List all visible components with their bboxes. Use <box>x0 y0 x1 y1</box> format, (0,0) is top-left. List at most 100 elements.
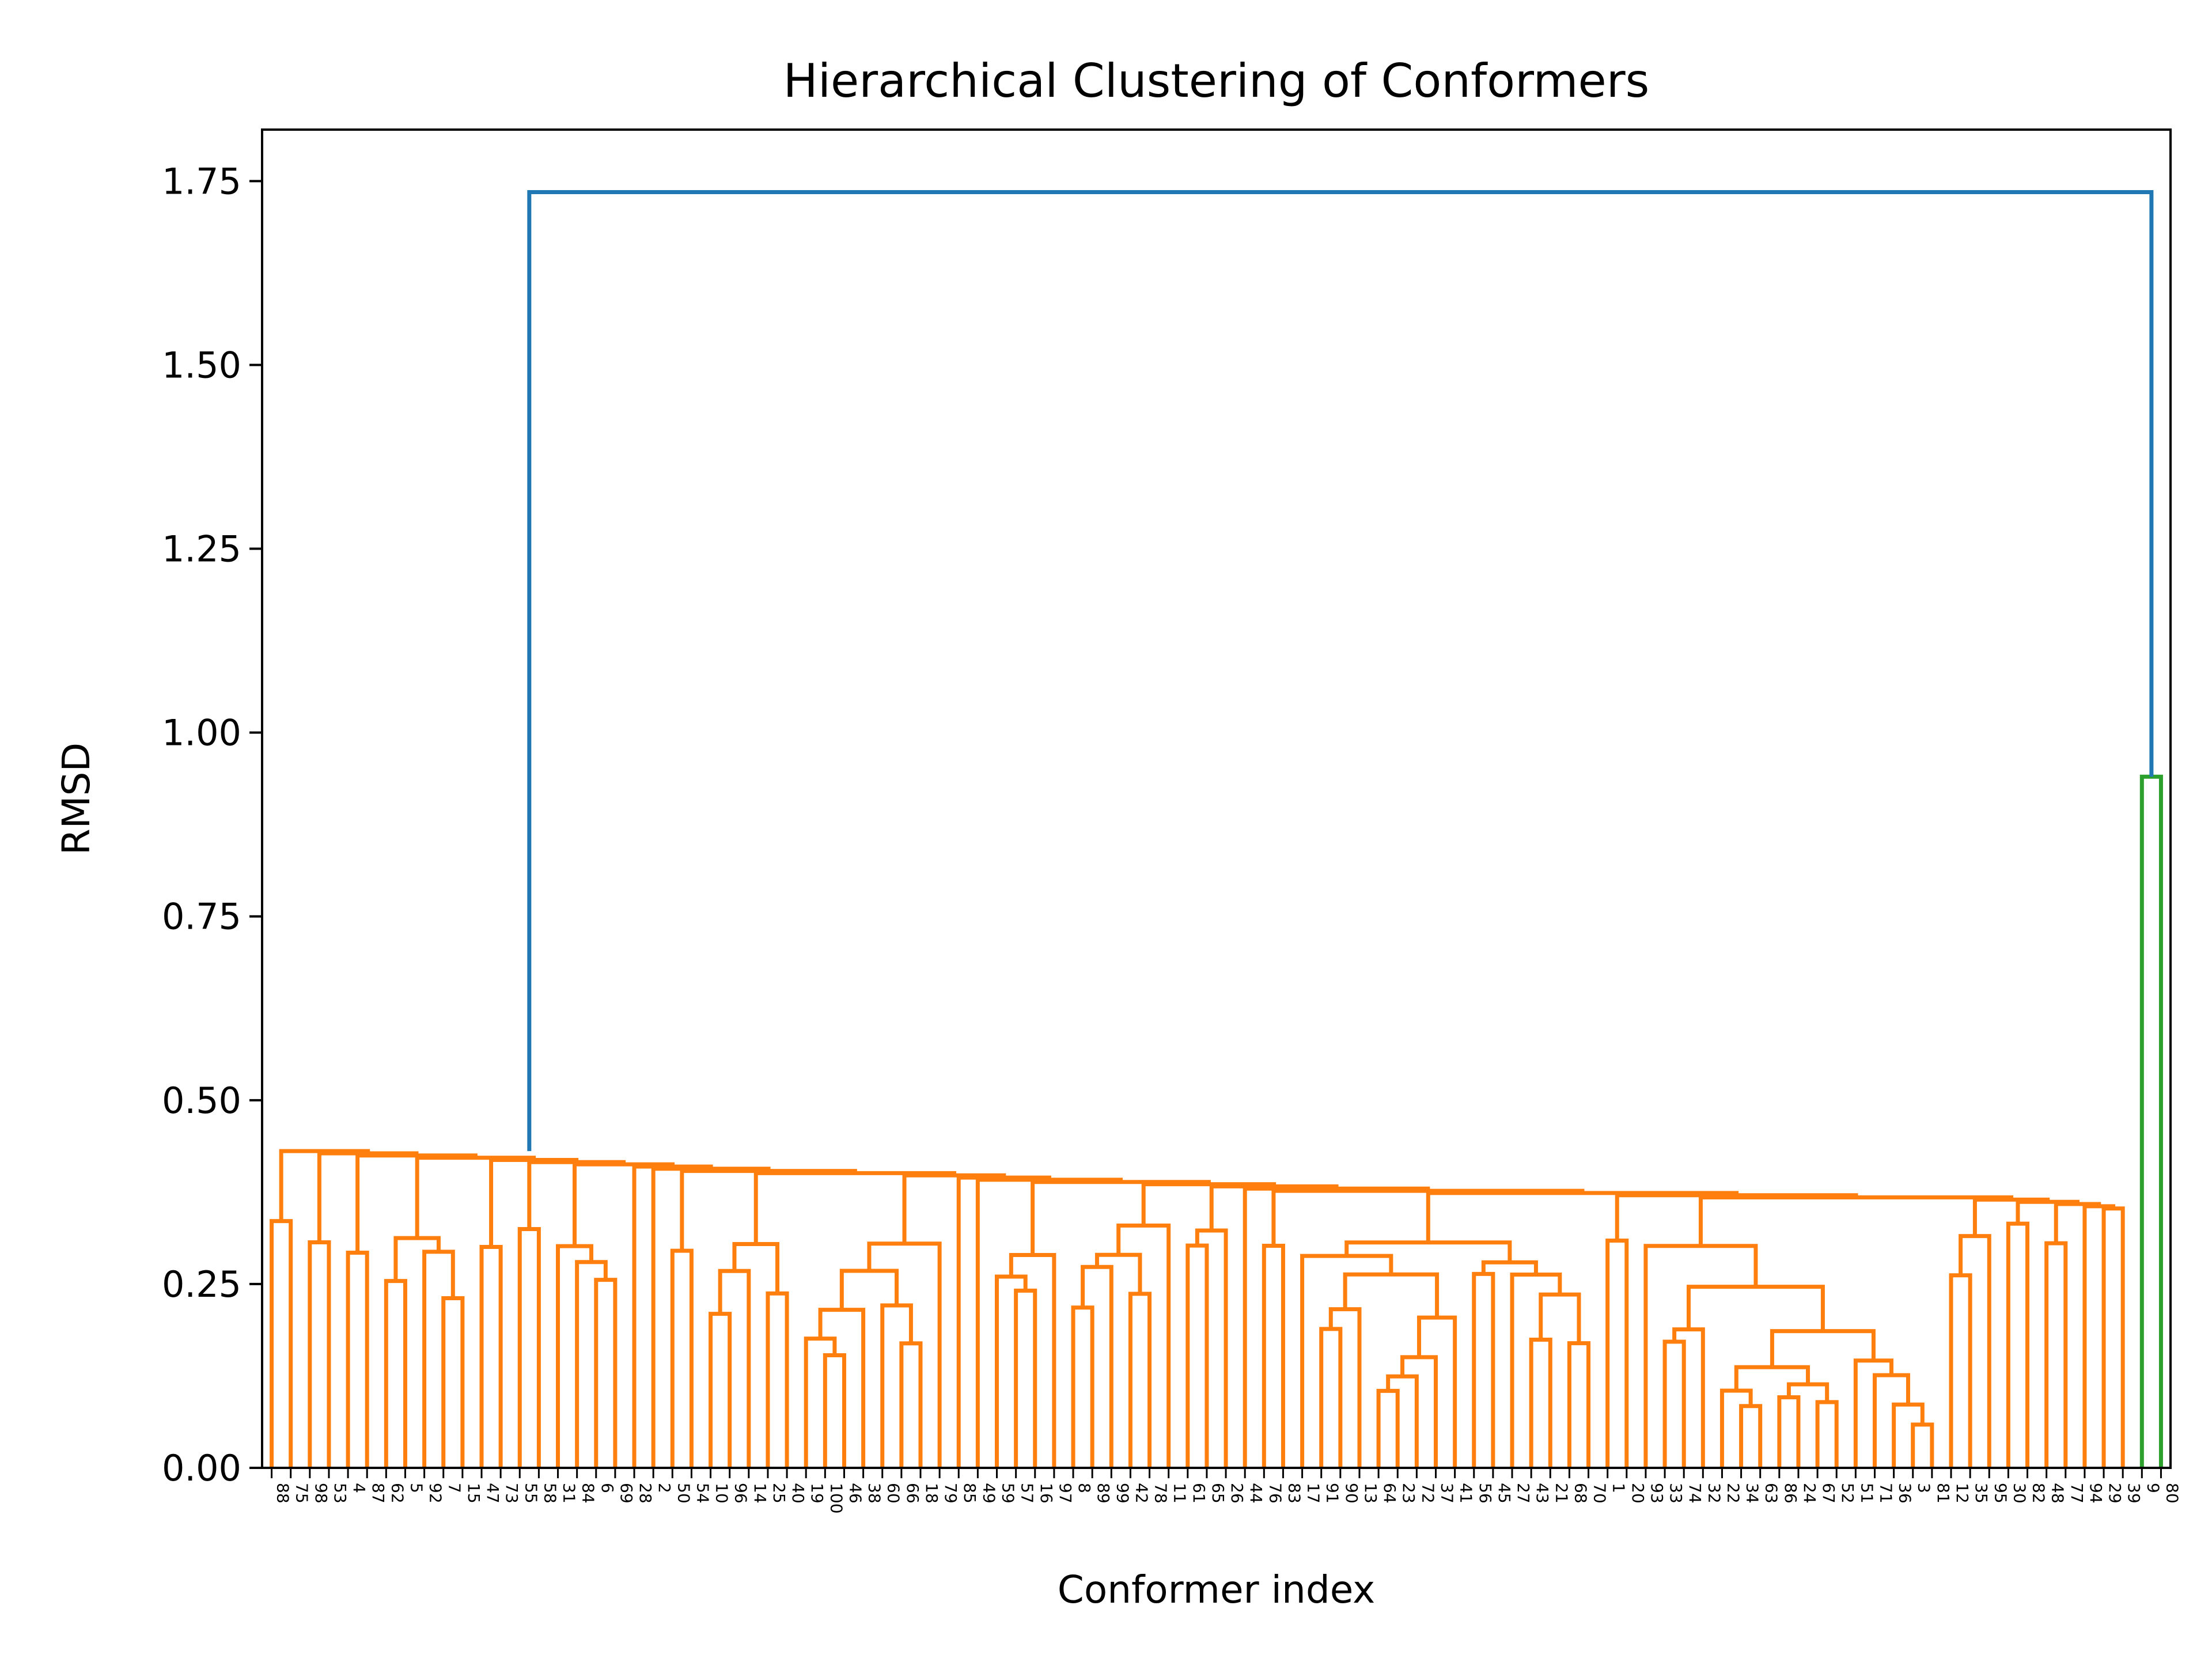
x-tick-label: 25 <box>770 1483 789 1504</box>
y-tick-label: 1.25 <box>162 528 241 570</box>
x-tick-label: 38 <box>865 1483 884 1504</box>
dendrogram-link <box>1472 1271 1495 1468</box>
x-tick-label: 58 <box>540 1483 559 1504</box>
dendrogram-link <box>880 1303 913 1468</box>
x-tick-label: 64 <box>1380 1483 1399 1504</box>
dendrogram-link <box>384 1279 407 1468</box>
x-tick-label: 85 <box>960 1483 979 1504</box>
x-tick-label: 77 <box>2067 1483 2086 1504</box>
dendrogram-link <box>1672 1327 1705 1468</box>
dendrogram-link <box>2016 1199 2080 1224</box>
x-tick-label: 87 <box>369 1483 388 1504</box>
x-tick-label: 10 <box>713 1483 732 1504</box>
x-tick-label: 15 <box>464 1483 483 1504</box>
x-tick-label: 70 <box>1590 1483 1609 1504</box>
dendrogram-link <box>1128 1292 1152 1468</box>
x-tick-label: 13 <box>1361 1483 1380 1504</box>
x-tick-label: 88 <box>274 1483 293 1504</box>
chart-title: Hierarchical Clustering of Conformers <box>783 54 1650 108</box>
y-tick-label: 1.50 <box>162 344 241 386</box>
x-tick-label: 73 <box>502 1483 521 1504</box>
x-tick-label: 27 <box>1514 1483 1533 1504</box>
dendrogram-link <box>1185 1243 1209 1468</box>
x-tick-label: 49 <box>979 1483 998 1504</box>
x-tick-label: 90 <box>1342 1483 1361 1504</box>
x-tick-label: 36 <box>1896 1483 1915 1504</box>
dendrogram-link <box>1719 1388 1753 1468</box>
x-tick-label: 84 <box>579 1483 598 1504</box>
x-tick-label: 37 <box>1437 1483 1456 1504</box>
x-tick-label: 89 <box>1094 1483 1113 1504</box>
dendrogram-link <box>1328 1307 1362 1468</box>
dendrogram-link <box>1426 1191 1739 1243</box>
dendrogram-link <box>1116 1223 1171 1468</box>
y-tick-label: 0.00 <box>162 1447 241 1489</box>
dendrogram-link <box>527 190 2154 1152</box>
dendrogram-link <box>517 1226 541 1468</box>
dendrogram-link <box>279 1149 370 1221</box>
x-tick-label: 61 <box>1190 1483 1209 1504</box>
dendrogram-link <box>1567 1341 1591 1468</box>
dendrogram-link <box>839 1269 899 1310</box>
dendrogram-link <box>1734 1365 1810 1391</box>
x-tick-label: 82 <box>2029 1483 2048 1504</box>
dendrogram-link <box>1643 1244 1758 1468</box>
dendrogram-link <box>732 1242 780 1294</box>
dendrogram-link <box>573 1162 675 1247</box>
x-tick-label: 21 <box>1552 1483 1571 1504</box>
x-tick-label: 96 <box>732 1483 751 1504</box>
dendrogram-link <box>1815 1400 1839 1468</box>
x-tick-label: 86 <box>1781 1483 1800 1504</box>
x-tick-label: 67 <box>1819 1483 1838 1504</box>
dendrogram-link <box>956 1175 1051 1468</box>
dendrogram-link <box>1892 1402 1925 1468</box>
dendrogram-link <box>2082 1204 2116 1468</box>
dendrogram-link <box>1031 1180 1211 1255</box>
y-axis: 0.00 0.25 0.50 0.75 1.00 1.25 1.50 1.75 <box>162 160 262 1489</box>
x-tick-label: 31 <box>560 1483 579 1504</box>
dendrogram-link <box>422 1250 455 1468</box>
dendrogram-link <box>1344 1240 1512 1263</box>
dendrogram-link <box>975 1178 1123 1468</box>
x-tick-label: 50 <box>674 1483 693 1504</box>
dendrogram-link <box>1777 1395 1801 1468</box>
x-tick-label: 79 <box>941 1483 960 1504</box>
x-tick-label: 95 <box>1991 1483 2010 1504</box>
x-tick-label: 48 <box>2048 1483 2067 1504</box>
dendrogram-link <box>479 1245 503 1468</box>
dendrogram-link <box>867 1241 942 1468</box>
dendrogram-link <box>270 1219 293 1468</box>
x-tick-label: 55 <box>521 1483 540 1504</box>
dendrogram-link <box>1786 1382 1830 1402</box>
x-tick-label: 92 <box>426 1483 445 1504</box>
dendrogram-link <box>556 1244 593 1468</box>
dendrogram-links <box>270 190 2163 1468</box>
dendrogram-link <box>1972 1197 2050 1236</box>
x-tick-label: 19 <box>808 1483 827 1504</box>
x-tick-label: 97 <box>1056 1483 1075 1504</box>
dendrogram-link <box>2054 1202 2101 1244</box>
x-tick-label: 57 <box>1018 1483 1037 1504</box>
x-tick-label: 80 <box>2162 1483 2181 1504</box>
x-tick-label: 40 <box>789 1483 808 1504</box>
x-tick-label: 44 <box>1247 1483 1266 1504</box>
dendrogram-link <box>995 1274 1028 1468</box>
dendrogram-link <box>393 1236 441 1281</box>
dendrogram-link <box>1262 1243 1285 1468</box>
x-tick-label: 14 <box>751 1483 770 1504</box>
dendrogram-link <box>2044 1241 2068 1468</box>
x-tick-label: 20 <box>1628 1483 1647 1504</box>
x-tick-label: 51 <box>1857 1483 1876 1504</box>
x-tick-label: 23 <box>1399 1483 1418 1504</box>
dendrogram-link <box>2139 774 2163 1468</box>
dendrogram-link <box>1071 1305 1094 1468</box>
dendrogram-link <box>1911 1422 1934 1468</box>
y-tick-label: 0.25 <box>162 1263 241 1305</box>
x-tick-label: 35 <box>1972 1483 1991 1504</box>
x-tick-label: 65 <box>1209 1483 1228 1504</box>
x-tick-label: 41 <box>1457 1483 1476 1504</box>
dendrogram-link <box>818 1308 866 1468</box>
dendrogram-link <box>1094 1252 1142 1294</box>
x-tick-label: 78 <box>1152 1483 1171 1504</box>
